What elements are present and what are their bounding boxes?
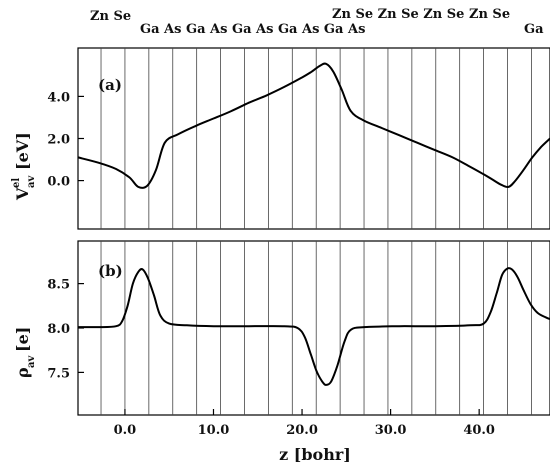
ytick-label-a-2: 4.0: [47, 90, 70, 105]
ytick-label-b-0: 7.5: [47, 366, 70, 381]
panel-b-ylabel-unit: [e]: [13, 327, 32, 352]
atom-label-top-right: Zn Se Zn Se Zn Se Zn Se: [332, 7, 510, 22]
ytick-label-a-0: 0.0: [47, 175, 70, 190]
panel-b-ylabel-sub: av: [26, 355, 37, 368]
panel-b-density-curve: [77, 267, 550, 386]
xtick-label-2: 20.0: [286, 423, 318, 438]
xtick-label-4: 40.0: [463, 423, 495, 438]
panel-a-ylabel-sub: av: [26, 175, 37, 188]
panel-a-grid: [100, 48, 532, 229]
panel-b-ylabel-main: ρ: [13, 367, 32, 378]
panel-a-ylabel-main: V: [13, 187, 32, 201]
panel-b-yticks: 7.5 8.0 8.5: [47, 278, 84, 381]
atom-label-bottom-left: Ga As Ga As Ga As Ga As Ga As: [140, 22, 365, 37]
panel-b-ylabel: ρ av [e]: [13, 327, 37, 378]
xtick-label-1: 10.0: [198, 423, 230, 438]
panel-b-xlabel: z [bohr]: [279, 445, 351, 464]
ytick-label-a-1: 2.0: [47, 133, 70, 148]
atom-label-top-left: Zn Se: [90, 9, 131, 24]
panel-a-yticks: 0.0 2.0 4.0: [47, 90, 84, 190]
atom-label-bottom-right: Ga: [524, 22, 544, 37]
panel-b: 7.5 8.0 8.5 0.0 10.0 20.0 30.0 40.0 (b) ρ av […: [13, 240, 550, 464]
panel-b-label: (b): [98, 262, 123, 280]
panel-a-ylabel-sup: el: [11, 178, 22, 188]
panel-b-grid: [100, 241, 532, 415]
panel-a: 0.0 2.0 4.0 (a) V el av [eV]: [11, 47, 550, 230]
ytick-label-b-2: 8.5: [47, 278, 70, 293]
panel-a-label: (a): [98, 76, 122, 94]
xtick-label-3: 30.0: [375, 423, 407, 438]
panel-a-ylabel-unit: [eV]: [13, 132, 32, 170]
xtick-label-0: 0.0: [114, 423, 137, 438]
panel-a-potential-curve: [77, 62, 550, 189]
ytick-label-b-1: 8.0: [47, 322, 70, 337]
panel-a-ylabel: V el av [eV]: [11, 132, 37, 201]
panel-b-xticks: 0.0 10.0 20.0 30.0 40.0: [114, 409, 495, 438]
